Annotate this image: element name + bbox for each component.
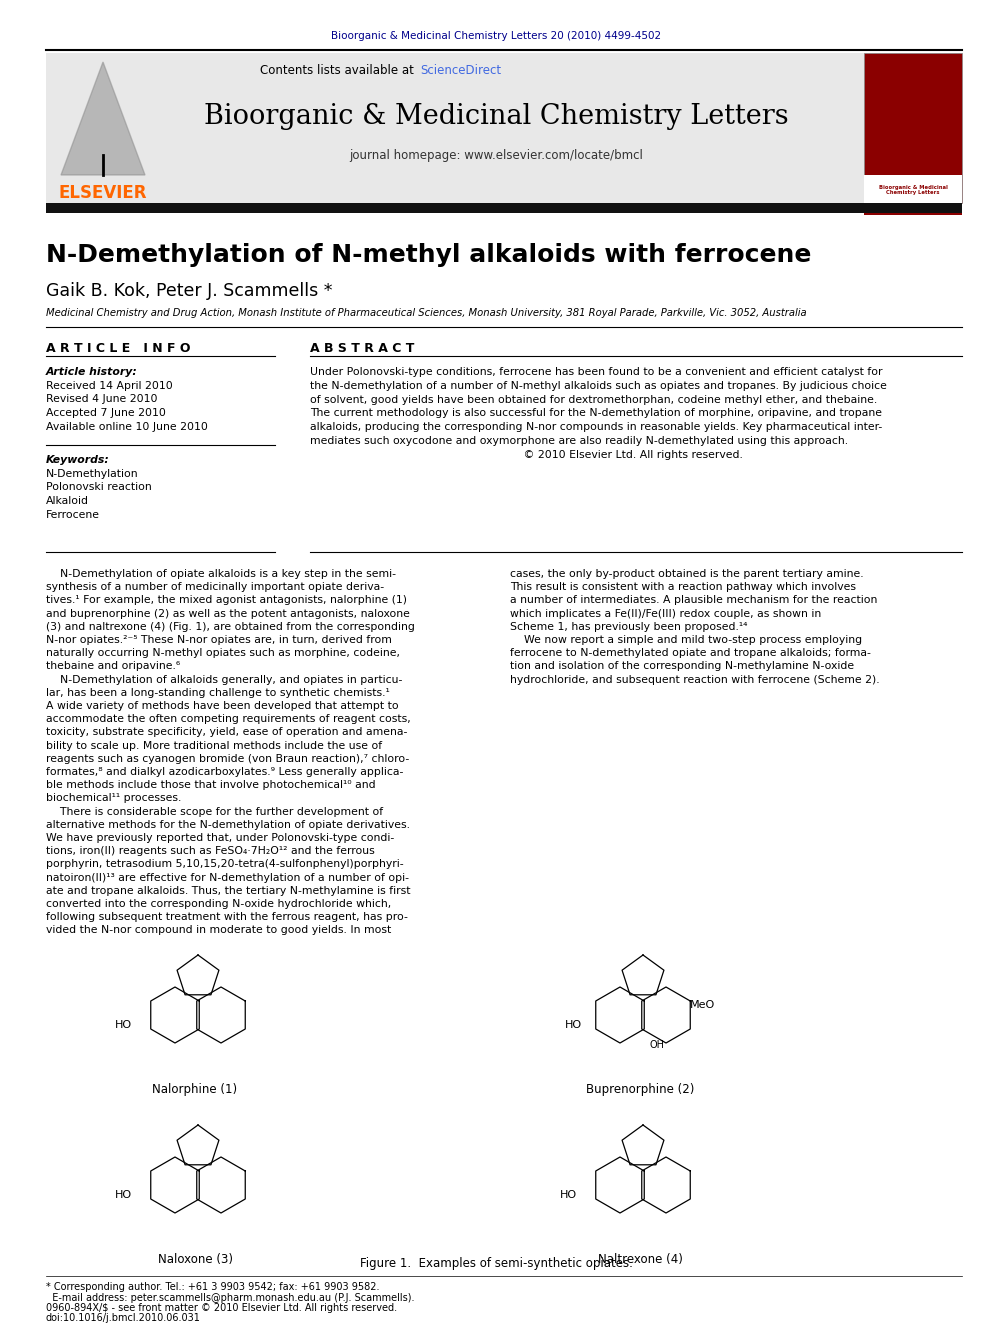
Text: reagents such as cyanogen bromide (von Braun reaction),⁷ chloro-: reagents such as cyanogen bromide (von B… — [46, 754, 410, 763]
Text: (3) and naltrexone (4) (Fig. 1), are obtained from the corresponding: (3) and naltrexone (4) (Fig. 1), are obt… — [46, 622, 415, 632]
Text: MeO: MeO — [690, 1000, 715, 1009]
Text: There is considerable scope for the further development of: There is considerable scope for the furt… — [46, 807, 383, 816]
Text: We have previously reported that, under Polonovski-type condi-: We have previously reported that, under … — [46, 833, 394, 843]
Text: bility to scale up. More traditional methods include the use of: bility to scale up. More traditional met… — [46, 741, 382, 750]
Text: hydrochloride, and subsequent reaction with ferrocene (Scheme 2).: hydrochloride, and subsequent reaction w… — [510, 675, 880, 684]
Text: vided the N-nor compound in moderate to good yields. In most: vided the N-nor compound in moderate to … — [46, 925, 391, 935]
Text: N-Demethylation of alkaloids generally, and opiates in particu-: N-Demethylation of alkaloids generally, … — [46, 675, 403, 684]
Text: HO: HO — [565, 1020, 582, 1031]
Text: Received 14 April 2010: Received 14 April 2010 — [46, 381, 173, 392]
Text: Accepted 7 June 2010: Accepted 7 June 2010 — [46, 407, 166, 418]
Text: mediates such oxycodone and oxymorphone are also readily N-demethylated using th: mediates such oxycodone and oxymorphone … — [310, 437, 848, 446]
Text: and buprenorphine (2) as well as the potent antagonists, naloxone: and buprenorphine (2) as well as the pot… — [46, 609, 410, 619]
Bar — [46, 202, 962, 213]
Text: journal homepage: www.elsevier.com/locate/bmcl: journal homepage: www.elsevier.com/locat… — [349, 148, 643, 161]
Text: Ferrocene: Ferrocene — [46, 509, 100, 520]
Text: following subsequent treatment with the ferrous reagent, has pro-: following subsequent treatment with the … — [46, 912, 408, 922]
Bar — [864, 53, 962, 202]
Text: ELSEVIER: ELSEVIER — [59, 184, 147, 202]
Text: A wide variety of methods have been developed that attempt to: A wide variety of methods have been deve… — [46, 701, 399, 710]
Text: Gaik B. Kok, Peter J. Scammells *: Gaik B. Kok, Peter J. Scammells * — [46, 282, 332, 300]
Text: accommodate the often competing requirements of reagent costs,: accommodate the often competing requirem… — [46, 714, 411, 724]
Text: tions, iron(II) reagents such as FeSO₄·7H₂O¹² and the ferrous: tions, iron(II) reagents such as FeSO₄·7… — [46, 847, 375, 856]
Text: Available online 10 June 2010: Available online 10 June 2010 — [46, 422, 208, 431]
Text: biochemical¹¹ processes.: biochemical¹¹ processes. — [46, 794, 182, 803]
Text: alkaloids, producing the corresponding N-nor compounds in reasonable yields. Key: alkaloids, producing the corresponding N… — [310, 422, 882, 433]
Text: N-Demethylation of opiate alkaloids is a key step in the semi-: N-Demethylation of opiate alkaloids is a… — [46, 569, 396, 579]
Text: Nalorphine (1): Nalorphine (1) — [153, 1084, 237, 1097]
Bar — [864, 175, 962, 202]
Text: ate and tropane alkaloids. Thus, the tertiary N-methylamine is first: ate and tropane alkaloids. Thus, the ter… — [46, 886, 411, 896]
Text: A R T I C L E   I N F O: A R T I C L E I N F O — [46, 341, 190, 355]
Text: Scheme 1, has previously been proposed.¹⁴: Scheme 1, has previously been proposed.¹… — [510, 622, 748, 632]
Text: formates,⁸ and dialkyl azodicarboxylates.⁹ Less generally applica-: formates,⁸ and dialkyl azodicarboxylates… — [46, 767, 404, 777]
Text: ferrocene to N-demethylated opiate and tropane alkaloids; forma-: ferrocene to N-demethylated opiate and t… — [510, 648, 871, 659]
Text: This result is consistent with a reaction pathway which involves: This result is consistent with a reactio… — [510, 582, 856, 593]
Text: Article history:: Article history: — [46, 366, 138, 377]
Text: toxicity, substrate specificity, yield, ease of operation and amena-: toxicity, substrate specificity, yield, … — [46, 728, 408, 737]
Text: tives.¹ For example, the mixed agonist antagonists, nalorphine (1): tives.¹ For example, the mixed agonist a… — [46, 595, 407, 606]
Text: Under Polonovski-type conditions, ferrocene has been found to be a convenient an: Under Polonovski-type conditions, ferroc… — [310, 366, 883, 377]
Text: Alkaloid: Alkaloid — [46, 496, 89, 505]
Text: the N-demethylation of a number of N-methyl alkaloids such as opiates and tropan: the N-demethylation of a number of N-met… — [310, 381, 887, 390]
Text: which implicates a Fe(II)/Fe(III) redox couple, as shown in: which implicates a Fe(II)/Fe(III) redox … — [510, 609, 821, 619]
Text: porphyrin, tetrasodium 5,10,15,20-tetra(4-sulfonphenyl)porphyri-: porphyrin, tetrasodium 5,10,15,20-tetra(… — [46, 860, 404, 869]
Text: cases, the only by-product obtained is the parent tertiary amine.: cases, the only by-product obtained is t… — [510, 569, 864, 579]
Bar — [864, 202, 962, 216]
Text: Figure 1.  Examples of semi-synthetic opiates.: Figure 1. Examples of semi-synthetic opi… — [359, 1257, 633, 1270]
Text: Bioorganic & Medicinal Chemistry Letters 20 (2010) 4499-4502: Bioorganic & Medicinal Chemistry Letters… — [331, 30, 661, 41]
Text: N-nor opiates.²⁻⁵ These N-nor opiates are, in turn, derived from: N-nor opiates.²⁻⁵ These N-nor opiates ar… — [46, 635, 392, 646]
Text: converted into the corresponding N-oxide hydrochloride which,: converted into the corresponding N-oxide… — [46, 900, 391, 909]
Text: * Corresponding author. Tel.: +61 3 9903 9542; fax: +61 9903 9582.: * Corresponding author. Tel.: +61 3 9903… — [46, 1282, 380, 1293]
Text: tion and isolation of the corresponding N-methylamine N-oxide: tion and isolation of the corresponding … — [510, 662, 854, 671]
Text: alternative methods for the N-demethylation of opiate derivatives.: alternative methods for the N-demethylat… — [46, 820, 410, 830]
Text: Revised 4 June 2010: Revised 4 June 2010 — [46, 394, 158, 405]
Text: Keywords:: Keywords: — [46, 455, 110, 464]
Text: HO: HO — [560, 1189, 577, 1200]
Text: ScienceDirect: ScienceDirect — [420, 64, 501, 77]
Text: thebaine and oripavine.⁶: thebaine and oripavine.⁶ — [46, 662, 181, 671]
Text: Medicinal Chemistry and Drug Action, Monash Institute of Pharmaceutical Sciences: Medicinal Chemistry and Drug Action, Mon… — [46, 308, 806, 318]
Text: E-mail address: peter.scammells@pharm.monash.edu.au (P.J. Scammells).: E-mail address: peter.scammells@pharm.mo… — [46, 1293, 415, 1303]
Text: naturally occurring N-methyl opiates such as morphine, codeine,: naturally occurring N-methyl opiates suc… — [46, 648, 400, 659]
Text: Contents lists available at: Contents lists available at — [260, 64, 418, 77]
Text: HO: HO — [115, 1189, 132, 1200]
Text: OH: OH — [650, 1040, 665, 1050]
Text: Naltrexone (4): Naltrexone (4) — [597, 1253, 682, 1266]
Text: natoiron(II)¹³ are effective for N-demethylation of a number of opi-: natoiron(II)¹³ are effective for N-demet… — [46, 873, 409, 882]
Text: synthesis of a number of medicinally important opiate deriva-: synthesis of a number of medicinally imp… — [46, 582, 384, 593]
Text: We now report a simple and mild two-step process employing: We now report a simple and mild two-step… — [510, 635, 862, 646]
Text: ble methods include those that involve photochemical¹⁰ and: ble methods include those that involve p… — [46, 781, 376, 790]
Text: Bioorganic & Medicinal Chemistry Letters: Bioorganic & Medicinal Chemistry Letters — [203, 102, 789, 130]
Text: © 2010 Elsevier Ltd. All rights reserved.: © 2010 Elsevier Ltd. All rights reserved… — [310, 450, 743, 460]
Text: N-Demethylation of N-methyl alkaloids with ferrocene: N-Demethylation of N-methyl alkaloids wi… — [46, 243, 811, 267]
Text: of solvent, good yields have been obtained for dextromethorphan, codeine methyl : of solvent, good yields have been obtain… — [310, 394, 877, 405]
Text: A B S T R A C T: A B S T R A C T — [310, 341, 415, 355]
Text: Buprenorphine (2): Buprenorphine (2) — [586, 1084, 694, 1097]
Bar — [46, 53, 962, 205]
Text: lar, has been a long-standing challenge to synthetic chemists.¹: lar, has been a long-standing challenge … — [46, 688, 390, 697]
Text: N-Demethylation: N-Demethylation — [46, 468, 139, 479]
Text: The current methodology is also successful for the N-demethylation of morphine, : The current methodology is also successf… — [310, 409, 882, 418]
Text: 0960-894X/$ - see front matter © 2010 Elsevier Ltd. All rights reserved.: 0960-894X/$ - see front matter © 2010 El… — [46, 1303, 397, 1312]
Text: a number of intermediates. A plausible mechanism for the reaction: a number of intermediates. A plausible m… — [510, 595, 877, 606]
Text: Polonovski reaction: Polonovski reaction — [46, 483, 152, 492]
Polygon shape — [61, 62, 145, 175]
Text: Bioorganic & Medicinal
Chemistry Letters: Bioorganic & Medicinal Chemistry Letters — [879, 185, 947, 196]
Text: HO: HO — [115, 1020, 132, 1031]
Text: doi:10.1016/j.bmcl.2010.06.031: doi:10.1016/j.bmcl.2010.06.031 — [46, 1312, 200, 1323]
Text: Naloxone (3): Naloxone (3) — [158, 1253, 232, 1266]
